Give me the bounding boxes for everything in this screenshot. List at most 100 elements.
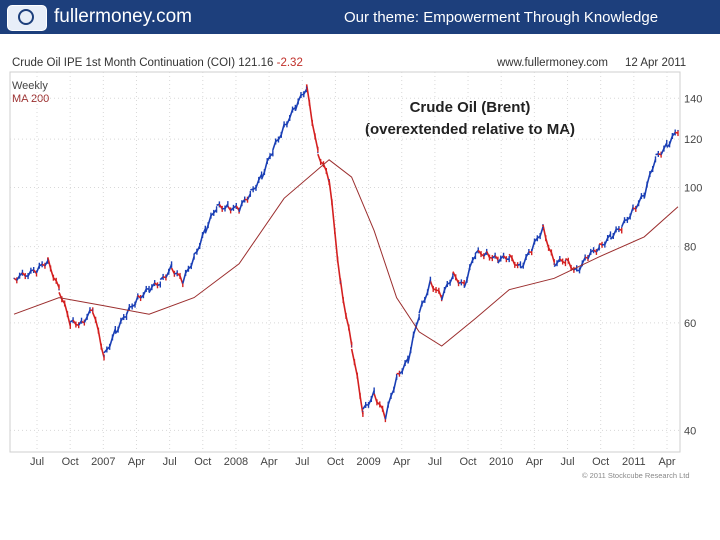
x-tick-label: 2011 [622, 456, 646, 468]
x-tick-label: Jul [428, 456, 442, 468]
price-point [125, 313, 128, 315]
y-tick-label: 60 [684, 318, 696, 330]
chart-website: www.fullermoney.com [497, 57, 608, 69]
instrument-label: Crude Oil IPE 1st Month Continuation (CO… [12, 57, 274, 69]
price-point [452, 273, 454, 276]
x-tick-label: Oct [327, 456, 344, 468]
x-tick-label: Apr [658, 456, 675, 468]
x-tick-label: Apr [261, 456, 278, 468]
price-point [339, 281, 341, 283]
price-point [362, 410, 364, 412]
price-point [47, 259, 49, 261]
theme-tagline: Our theme: Empowerment Through Knowledge [344, 9, 659, 26]
x-tick-label: Apr [393, 456, 410, 468]
y-tick-label: 40 [684, 425, 696, 437]
price-point [103, 355, 105, 357]
x-tick-label: 2009 [356, 456, 380, 468]
price-point [170, 266, 173, 268]
price-point [58, 289, 60, 291]
price-point [13, 277, 15, 279]
x-tick-label: 2010 [489, 456, 513, 468]
price-point [227, 206, 229, 208]
x-tick-label: Oct [459, 456, 476, 468]
price-point [159, 281, 161, 283]
x-tick-label: Jul [163, 456, 177, 468]
price-point [666, 145, 668, 147]
price-point [215, 206, 218, 208]
x-tick-label: Oct [194, 456, 211, 468]
fullermoney-logo-icon [7, 5, 47, 31]
grid-lines [10, 72, 680, 452]
price-point [137, 297, 139, 299]
price-point [92, 309, 94, 311]
price-point [531, 249, 533, 251]
annotation-line-2: (overextended relative to MA) [364, 121, 576, 138]
x-tick-label: Jul [30, 456, 44, 468]
axis-ticks: 140 120 100 80 60 40 Jul Oct 2007 Apr Jul Oct 2008 Ap… [30, 93, 702, 468]
price-point [463, 285, 465, 287]
site-name[interactable]: fullermoney.com [54, 6, 192, 27]
price-point [609, 236, 612, 238]
price-point [148, 289, 150, 291]
price-point [587, 256, 589, 258]
price-change: -2.32 [276, 57, 303, 69]
price-point [328, 179, 330, 181]
price-point [564, 259, 567, 261]
price-point [260, 176, 263, 178]
price-point [306, 86, 308, 88]
price-point [643, 194, 645, 197]
price-point [396, 376, 398, 378]
legend-ma: MA 200 [12, 93, 50, 105]
price-point [621, 226, 623, 229]
y-tick-label: 80 [684, 242, 696, 254]
price-point [519, 266, 522, 268]
x-tick-label: Apr [128, 456, 145, 468]
price-point [114, 331, 116, 333]
price-point [373, 392, 375, 394]
x-tick-label: Oct [62, 456, 79, 468]
price-point [80, 322, 83, 324]
price-point [508, 256, 510, 258]
price-segment [331, 202, 336, 231]
price-point [407, 360, 409, 362]
price-point [474, 252, 477, 254]
price-point [182, 281, 184, 283]
chart-marks [13, 84, 679, 423]
header-bar: fullermoney.com Our theme: Empowerment T… [0, 0, 720, 34]
price-point [193, 256, 195, 258]
plot-frame [9, 71, 681, 453]
price-point [677, 129, 679, 132]
price-point [542, 226, 544, 229]
price-point [249, 192, 251, 194]
y-tick-label: 120 [684, 134, 702, 146]
price-segment [308, 102, 314, 124]
price-point [351, 345, 353, 347]
price-point [576, 270, 578, 272]
price-point [35, 270, 38, 272]
price-point [69, 322, 71, 324]
price-point [418, 313, 420, 315]
price-point [654, 156, 657, 159]
price-segment [328, 180, 333, 203]
price-segment [339, 279, 344, 301]
price-point [272, 149, 274, 152]
instrument-line: Crude Oil IPE 1st Month Continuation (CO… [12, 57, 303, 69]
price-point [553, 263, 555, 265]
y-tick-label: 140 [684, 93, 702, 105]
x-tick-label: Jul [560, 456, 574, 468]
price-point [441, 297, 443, 299]
legend-weekly: Weekly [12, 80, 48, 92]
price-segment [356, 375, 361, 396]
price-point [497, 259, 499, 261]
y-tick-label: 100 [684, 182, 702, 194]
price-point [294, 107, 296, 109]
price-point [486, 252, 488, 254]
price-point [429, 281, 432, 283]
x-tick-label: Apr [526, 456, 543, 468]
price-segment [336, 259, 342, 282]
copyright: © 2011 Stockcube Research Ltd [582, 471, 690, 480]
price-segment [333, 230, 339, 260]
ma-200-line [13, 159, 679, 347]
x-tick-label: Jul [295, 456, 309, 468]
x-tick-label: 2007 [91, 456, 115, 468]
